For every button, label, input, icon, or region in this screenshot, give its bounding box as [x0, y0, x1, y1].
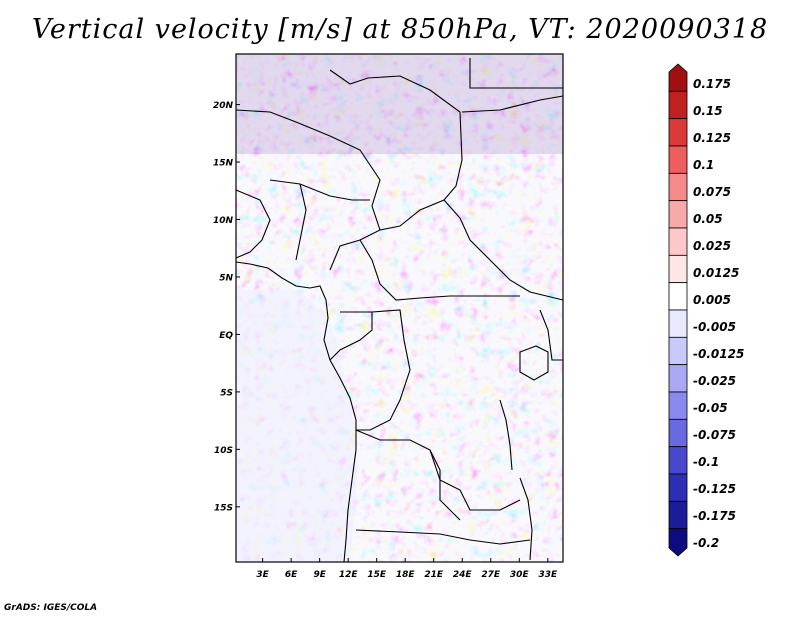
colorbar-label: 0.1 — [693, 158, 714, 172]
colorbar-swatch — [668, 391, 688, 420]
lat-label: 20N — [213, 101, 234, 111]
colorbar-label: 0.075 — [693, 185, 731, 199]
lon-label: 9E — [313, 570, 326, 580]
colorbar-swatch — [668, 254, 688, 284]
colorbar-label: -0.025 — [693, 374, 736, 388]
lat-label: 10S — [214, 446, 233, 456]
colorbar-swatch — [668, 473, 688, 502]
colorbar-swatch — [668, 145, 688, 174]
colorbar-swatch — [668, 364, 688, 393]
colorbar-label: -0.1 — [693, 455, 719, 469]
colorbar-swatch — [668, 282, 688, 311]
colorbar-swatch — [668, 63, 688, 92]
lon-label: 24E — [453, 570, 473, 580]
lon-label: 21E — [424, 570, 444, 580]
colorbar-label: -0.0125 — [693, 347, 744, 361]
colorbar: 0.175 0.15 0.125 0.1 0.075 0.05 0.025 0.0125 0.0… — [668, 63, 744, 557]
colorbar-swatch — [668, 528, 688, 557]
country-borders — [235, 58, 564, 563]
lon-label: 3E — [256, 570, 269, 580]
colorbar-swatch — [668, 118, 688, 147]
colorbar-swatch — [668, 336, 688, 366]
map-border — [235, 53, 564, 563]
colorbar-swatch — [668, 500, 688, 530]
lon-label: 15E — [367, 570, 387, 580]
grads-credit: GrADS: IGES/COLA — [4, 603, 98, 613]
colorbar-label: -0.175 — [693, 509, 736, 523]
lon-label: 6E — [285, 570, 298, 580]
lon-label: 30E — [510, 570, 530, 580]
velocity-field — [236, 54, 563, 562]
lon-label: 33E — [538, 570, 558, 580]
plot-title: Vertical velocity [m/s] at 850hPa, VT: 2… — [31, 14, 769, 45]
colorbar-label: -0.005 — [693, 320, 736, 334]
lat-label: 15N — [213, 159, 234, 169]
longitude-axis: 3E 6E 9E 12E 15E 18E 21E 24E 27E 30E 33E — [256, 558, 558, 580]
lon-label: 18E — [396, 570, 416, 580]
colorbar-label: -0.05 — [693, 401, 728, 415]
colorbar-swatch — [668, 90, 688, 120]
colorbar-label: 0.0125 — [693, 266, 739, 280]
colorbar-swatch — [668, 446, 688, 475]
lat-label: 10N — [213, 216, 234, 226]
lon-label: 27E — [481, 570, 501, 580]
colorbar-label: 0.025 — [693, 239, 731, 253]
lat-label: 5N — [219, 273, 233, 283]
colorbar-label: -0.2 — [693, 536, 719, 550]
colorbar-swatch — [668, 418, 688, 448]
lat-label: 5S — [220, 388, 233, 398]
latitude-axis: 20N 15N 10N 5N EQ 5S 10S 15S — [213, 101, 240, 513]
colorbar-swatch — [668, 200, 688, 229]
colorbar-swatch — [668, 227, 688, 256]
colorbar-swatch — [668, 309, 688, 338]
colorbar-label: 0.005 — [693, 293, 731, 307]
colorbar-label: 0.175 — [693, 77, 731, 91]
colorbar-label: 0.05 — [693, 212, 723, 226]
colorbar-label: -0.075 — [693, 428, 736, 442]
colorbar-label: 0.15 — [693, 104, 723, 118]
lat-label: EQ — [219, 331, 233, 341]
lat-label: 15S — [214, 503, 233, 513]
lon-label: 12E — [339, 570, 359, 580]
colorbar-label: 0.125 — [693, 131, 731, 145]
colorbar-swatch — [668, 172, 688, 202]
colorbar-label: -0.125 — [693, 482, 736, 496]
